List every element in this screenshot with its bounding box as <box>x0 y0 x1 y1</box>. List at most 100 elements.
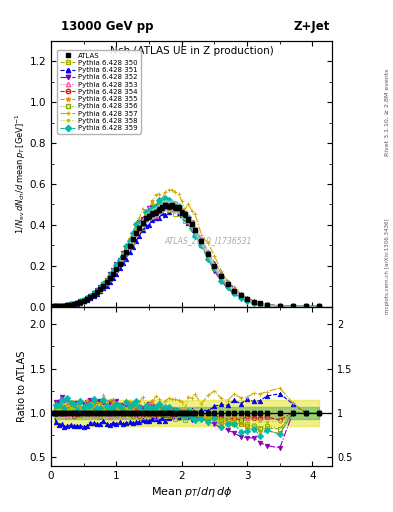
Pythia 6.428 352 <box>163 197 168 203</box>
Pythia 6.428 351 <box>111 274 116 281</box>
Pythia 6.428 359 <box>163 195 168 201</box>
Line: Pythia 6.428 356: Pythia 6.428 356 <box>51 202 321 309</box>
Pythia 6.428 357 <box>166 186 171 193</box>
Pythia 6.428 356 <box>98 287 103 293</box>
Text: ATLAS_2019_I1736531: ATLAS_2019_I1736531 <box>165 236 252 245</box>
Pythia 6.428 352 <box>98 284 103 290</box>
Pythia 6.428 355 <box>317 303 321 309</box>
Pythia 6.428 350 <box>163 202 168 208</box>
Pythia 6.428 354 <box>104 279 109 285</box>
Pythia 6.428 359 <box>98 285 103 291</box>
Pythia 6.428 358 <box>81 297 86 303</box>
Pythia 6.428 357 <box>51 303 56 309</box>
Pythia 6.428 352 <box>104 278 109 284</box>
Pythia 6.428 354 <box>317 303 321 309</box>
Pythia 6.428 357 <box>111 266 116 272</box>
Pythia 6.428 355 <box>173 204 178 210</box>
Pythia 6.428 352 <box>111 267 116 273</box>
Pythia 6.428 358 <box>111 269 116 275</box>
Pythia 6.428 356 <box>104 279 109 285</box>
Pythia 6.428 357 <box>114 263 119 269</box>
Line: Pythia 6.428 358: Pythia 6.428 358 <box>51 200 321 309</box>
Line: Pythia 6.428 355: Pythia 6.428 355 <box>51 199 321 309</box>
Pythia 6.428 353 <box>98 287 103 293</box>
Pythia 6.428 358 <box>104 276 109 283</box>
Pythia 6.428 356 <box>51 303 56 309</box>
Pythia 6.428 358 <box>98 285 103 291</box>
Pythia 6.428 350 <box>51 303 56 309</box>
Pythia 6.428 358 <box>173 202 178 208</box>
Pythia 6.428 351 <box>104 283 109 289</box>
Pythia 6.428 354 <box>111 269 116 275</box>
Pythia 6.428 359 <box>114 262 119 268</box>
Text: Z+Jet: Z+Jet <box>294 20 330 33</box>
Pythia 6.428 358 <box>114 264 119 270</box>
Line: Pythia 6.428 359: Pythia 6.428 359 <box>51 196 321 309</box>
Pythia 6.428 359 <box>173 201 178 207</box>
Pythia 6.428 355 <box>114 263 119 269</box>
Pythia 6.428 353 <box>104 280 109 286</box>
Pythia 6.428 356 <box>111 268 116 274</box>
Pythia 6.428 353 <box>81 297 86 304</box>
Text: mcplots.cern.ch [arXiv:1306.3436]: mcplots.cern.ch [arXiv:1306.3436] <box>385 219 389 314</box>
Pythia 6.428 357 <box>81 297 86 303</box>
Legend: ATLAS, Pythia 6.428 350, Pythia 6.428 351, Pythia 6.428 352, Pythia 6.428 353, P: ATLAS, Pythia 6.428 350, Pythia 6.428 35… <box>57 50 141 134</box>
Pythia 6.428 359 <box>81 297 86 303</box>
Text: Nch (ATLAS UE in Z production): Nch (ATLAS UE in Z production) <box>110 46 274 56</box>
Pythia 6.428 357 <box>98 285 103 291</box>
Pythia 6.428 352 <box>317 303 321 309</box>
Pythia 6.428 350 <box>114 265 119 271</box>
Pythia 6.428 359 <box>51 303 56 309</box>
Pythia 6.428 355 <box>81 297 86 304</box>
Y-axis label: $1/N_\mathrm{ev}\,dN_\mathrm{ch}/d\,\mathrm{mean}\,p_T\,[\mathrm{GeV}]^{-1}$: $1/N_\mathrm{ev}\,dN_\mathrm{ch}/d\,\mat… <box>14 113 28 234</box>
Pythia 6.428 354 <box>114 266 119 272</box>
Pythia 6.428 356 <box>173 210 178 217</box>
Pythia 6.428 359 <box>104 278 109 284</box>
Pythia 6.428 351 <box>173 206 178 212</box>
Pythia 6.428 352 <box>173 201 178 207</box>
Pythia 6.428 357 <box>317 303 321 309</box>
Text: 13000 GeV pp: 13000 GeV pp <box>61 20 153 33</box>
Y-axis label: Ratio to ATLAS: Ratio to ATLAS <box>17 351 27 422</box>
Pythia 6.428 354 <box>156 200 161 206</box>
Pythia 6.428 355 <box>98 285 103 291</box>
Pythia 6.428 350 <box>104 279 109 285</box>
Pythia 6.428 355 <box>150 198 155 204</box>
Pythia 6.428 356 <box>114 266 119 272</box>
Pythia 6.428 358 <box>163 200 168 206</box>
Pythia 6.428 357 <box>104 276 109 282</box>
Pythia 6.428 350 <box>173 204 178 210</box>
Pythia 6.428 355 <box>111 267 116 273</box>
X-axis label: Mean $p_T/d\eta\,d\phi$: Mean $p_T/d\eta\,d\phi$ <box>151 485 232 499</box>
Pythia 6.428 353 <box>173 205 178 211</box>
Pythia 6.428 351 <box>51 303 56 309</box>
Pythia 6.428 358 <box>317 303 321 309</box>
Pythia 6.428 350 <box>98 286 103 292</box>
Pythia 6.428 350 <box>111 270 116 276</box>
Pythia 6.428 359 <box>317 303 321 309</box>
Pythia 6.428 353 <box>111 270 116 276</box>
Pythia 6.428 355 <box>104 278 109 284</box>
Pythia 6.428 355 <box>51 303 56 309</box>
Pythia 6.428 357 <box>173 189 178 195</box>
Pythia 6.428 354 <box>81 297 86 304</box>
Pythia 6.428 358 <box>51 303 56 309</box>
Pythia 6.428 351 <box>98 288 103 294</box>
Line: Pythia 6.428 357: Pythia 6.428 357 <box>51 187 321 309</box>
Text: Rivet 3.1.10, ≥ 2.8M events: Rivet 3.1.10, ≥ 2.8M events <box>385 69 389 156</box>
Pythia 6.428 356 <box>317 303 321 309</box>
Pythia 6.428 356 <box>170 201 174 207</box>
Pythia 6.428 350 <box>81 297 86 304</box>
Pythia 6.428 350 <box>317 303 321 309</box>
Pythia 6.428 353 <box>114 267 119 273</box>
Pythia 6.428 351 <box>170 206 174 212</box>
Line: Pythia 6.428 354: Pythia 6.428 354 <box>51 200 321 309</box>
Pythia 6.428 352 <box>81 297 86 303</box>
Line: Pythia 6.428 350: Pythia 6.428 350 <box>51 203 321 309</box>
Pythia 6.428 356 <box>81 297 86 304</box>
Line: Pythia 6.428 351: Pythia 6.428 351 <box>51 207 321 309</box>
Pythia 6.428 354 <box>173 203 178 209</box>
Pythia 6.428 352 <box>51 303 56 309</box>
Pythia 6.428 353 <box>317 303 321 309</box>
Pythia 6.428 359 <box>111 269 116 275</box>
